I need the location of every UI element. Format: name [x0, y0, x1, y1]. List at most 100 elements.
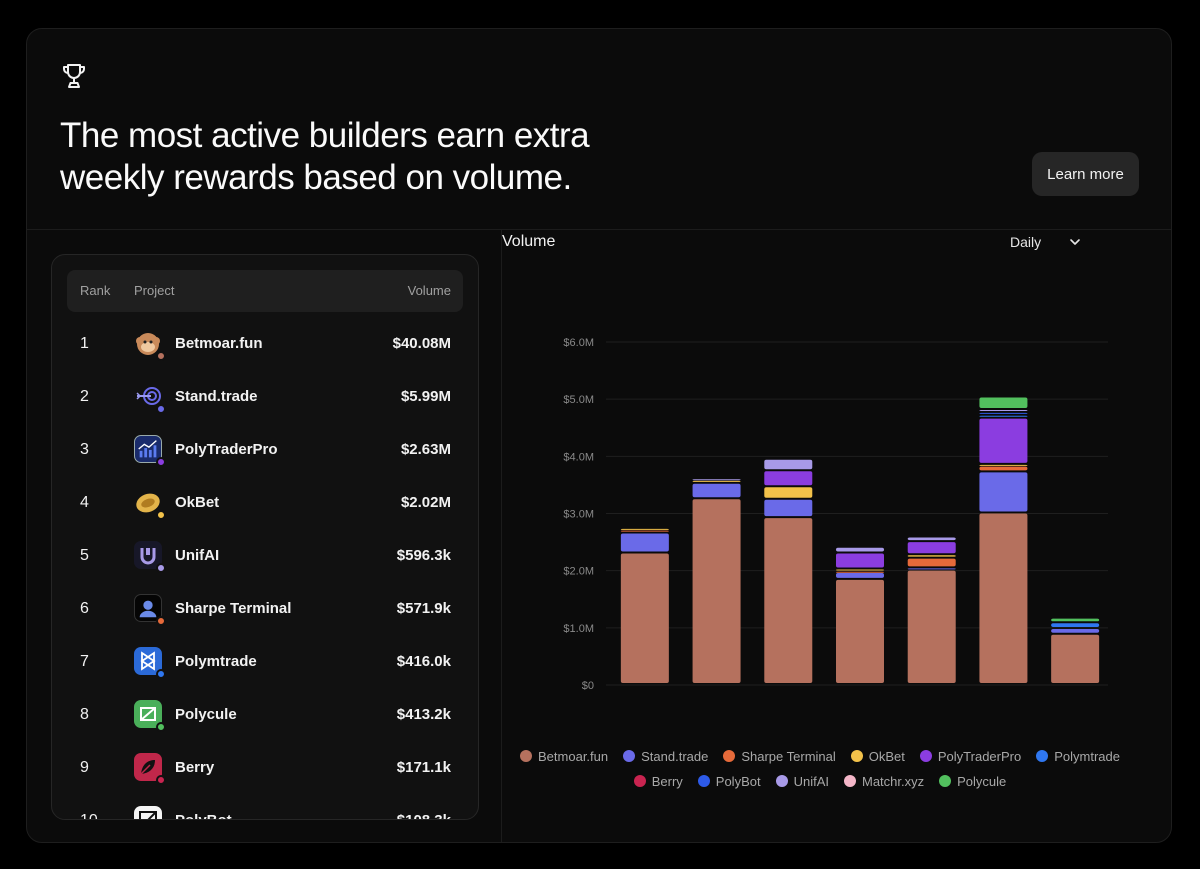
x-tick-label: Nov 1: [702, 699, 731, 700]
legend-item[interactable]: Berry: [633, 773, 683, 789]
legend-swatch: [775, 775, 788, 787]
rank-cell: 7: [80, 653, 89, 670]
table-row[interactable]: 8 Polycule $413.2k: [67, 688, 463, 741]
y-tick-label: $5.0M: [563, 394, 594, 406]
volume-column-header: Volume: [407, 283, 451, 298]
y-tick-label: $0: [582, 680, 594, 692]
table-row[interactable]: 3 PolyTraderPro $2.63M: [67, 423, 463, 476]
table-row[interactable]: 10 PolyBot $108.3k: [67, 794, 463, 819]
legend-item[interactable]: Polycule: [939, 773, 1006, 789]
headline-line-1: The most active builders earn extra: [60, 116, 590, 155]
bar-segment: [979, 412, 1028, 414]
okbet-coin-icon: [134, 488, 162, 516]
volume-cell: $571.9k: [396, 600, 451, 617]
rank-cell: 3: [80, 441, 89, 458]
legend-item[interactable]: Polymtrade: [1036, 748, 1120, 764]
status-dot: [156, 351, 166, 361]
table-row[interactable]: 9 Berry $171.1k: [67, 741, 463, 794]
trophy-icon: [63, 64, 85, 88]
x-tick-label: Nov 4: [917, 699, 946, 700]
legend-label: Matchr.xyz: [862, 773, 925, 789]
chevron-down-icon: [1070, 239, 1080, 245]
legend-swatch: [623, 750, 636, 762]
status-dot: [156, 457, 166, 467]
legend-item[interactable]: Matchr.xyz: [844, 773, 924, 789]
volume-cell: $108.3k: [397, 812, 451, 819]
bar-segment: [836, 579, 884, 683]
bar-segment: [620, 553, 669, 683]
table-row[interactable]: 5 UnifAI $596.3k: [67, 529, 463, 582]
x-tick-label: Nov 6: [1061, 699, 1090, 700]
bar-segment: [907, 558, 956, 567]
project-name: Berry: [175, 759, 215, 776]
bar-segment: [979, 410, 1028, 412]
headline-line-2: weekly rewards based on volume.: [60, 158, 572, 197]
project-column-header: Project: [134, 283, 175, 298]
bar-segment: [692, 480, 741, 482]
column-divider: [501, 229, 502, 842]
rank-cell: 9: [80, 759, 89, 776]
bar-segment: [764, 518, 813, 683]
legend-label: Polymtrade: [1054, 748, 1120, 764]
status-dot: [156, 616, 166, 626]
project-name: PolyBot: [175, 812, 232, 819]
leaderboard[interactable]: Rank Project Volume 1 Betmoar.fun $40.08…: [51, 254, 479, 820]
polybot-logo-icon: [134, 806, 162, 819]
project-name: UnifAI: [175, 547, 220, 564]
leaderboard-header: Rank Project Volume: [67, 270, 463, 312]
section-divider: [27, 229, 1171, 230]
bar-segment: [907, 570, 956, 683]
table-row[interactable]: 4 OkBet $2.02M: [67, 476, 463, 529]
learn-more-button[interactable]: Learn more: [1032, 152, 1139, 196]
chart-legend: Betmoar.fun Stand.trade Sharpe Terminal OkB…: [500, 748, 1140, 789]
bar-segment: [692, 483, 741, 498]
legend-item[interactable]: UnifAI: [775, 773, 829, 789]
y-tick-label: $2.0M: [563, 566, 594, 578]
legend-item[interactable]: Betmoar.fun: [520, 748, 608, 764]
rank-cell: 2: [80, 388, 89, 405]
project-name: Polymtrade: [175, 653, 257, 670]
bar-segment: [979, 397, 1028, 409]
bar-segment: [1051, 634, 1100, 683]
bar-segment: [979, 418, 1028, 463]
volume-cell: $5.99M: [400, 388, 451, 405]
period-select-value: Daily: [1010, 234, 1042, 250]
legend-swatch: [844, 775, 856, 787]
bar-segment: [1051, 623, 1100, 627]
status-dot: [156, 722, 166, 732]
bar-segment: [907, 555, 956, 557]
legend-label: PolyTraderPro: [937, 748, 1022, 764]
period-select[interactable]: Daily: [1010, 230, 1120, 254]
bar-segment: [907, 537, 956, 541]
y-tick-label: $6.0M: [563, 337, 594, 349]
rank-cell: 5: [80, 547, 89, 564]
bar-segment: [836, 547, 884, 552]
legend-item[interactable]: Sharpe Terminal: [723, 748, 836, 764]
table-row[interactable]: 2 Stand.trade $5.99M: [67, 370, 463, 423]
bar-segment: [836, 572, 884, 578]
legend-swatch: [520, 750, 533, 762]
bar-segment: [1051, 628, 1100, 633]
rank-cell: 8: [80, 706, 89, 723]
table-row[interactable]: 6 Sharpe Terminal $571.9k: [67, 582, 463, 635]
project-name: Polycule: [175, 706, 237, 723]
legend-item[interactable]: PolyBot: [697, 773, 761, 789]
bar-segment: [836, 553, 884, 568]
legend-item[interactable]: OkBet: [850, 748, 905, 764]
bar-segment: [692, 499, 741, 683]
bar-segment: [620, 528, 669, 530]
table-row[interactable]: 7 Polymtrade $416.0k: [67, 635, 463, 688]
status-dot: [156, 510, 166, 520]
volume-cell: $171.1k: [396, 759, 451, 776]
legend-item[interactable]: PolyTraderPro: [919, 748, 1022, 764]
legend-swatch: [939, 775, 952, 787]
page-title: The most active builders earn extra week…: [60, 115, 680, 199]
bar-segment: [764, 459, 813, 470]
bar-segment: [979, 464, 1028, 466]
volume-cell: $596.3k: [396, 547, 451, 564]
table-row[interactable]: 1 Betmoar.fun $40.08M: [67, 317, 463, 370]
y-tick-label: $3.0M: [563, 509, 594, 521]
volume-cell: $416.0k: [396, 653, 451, 670]
polytraderpro-chart-icon: [134, 435, 162, 463]
legend-item[interactable]: Stand.trade: [623, 748, 708, 764]
